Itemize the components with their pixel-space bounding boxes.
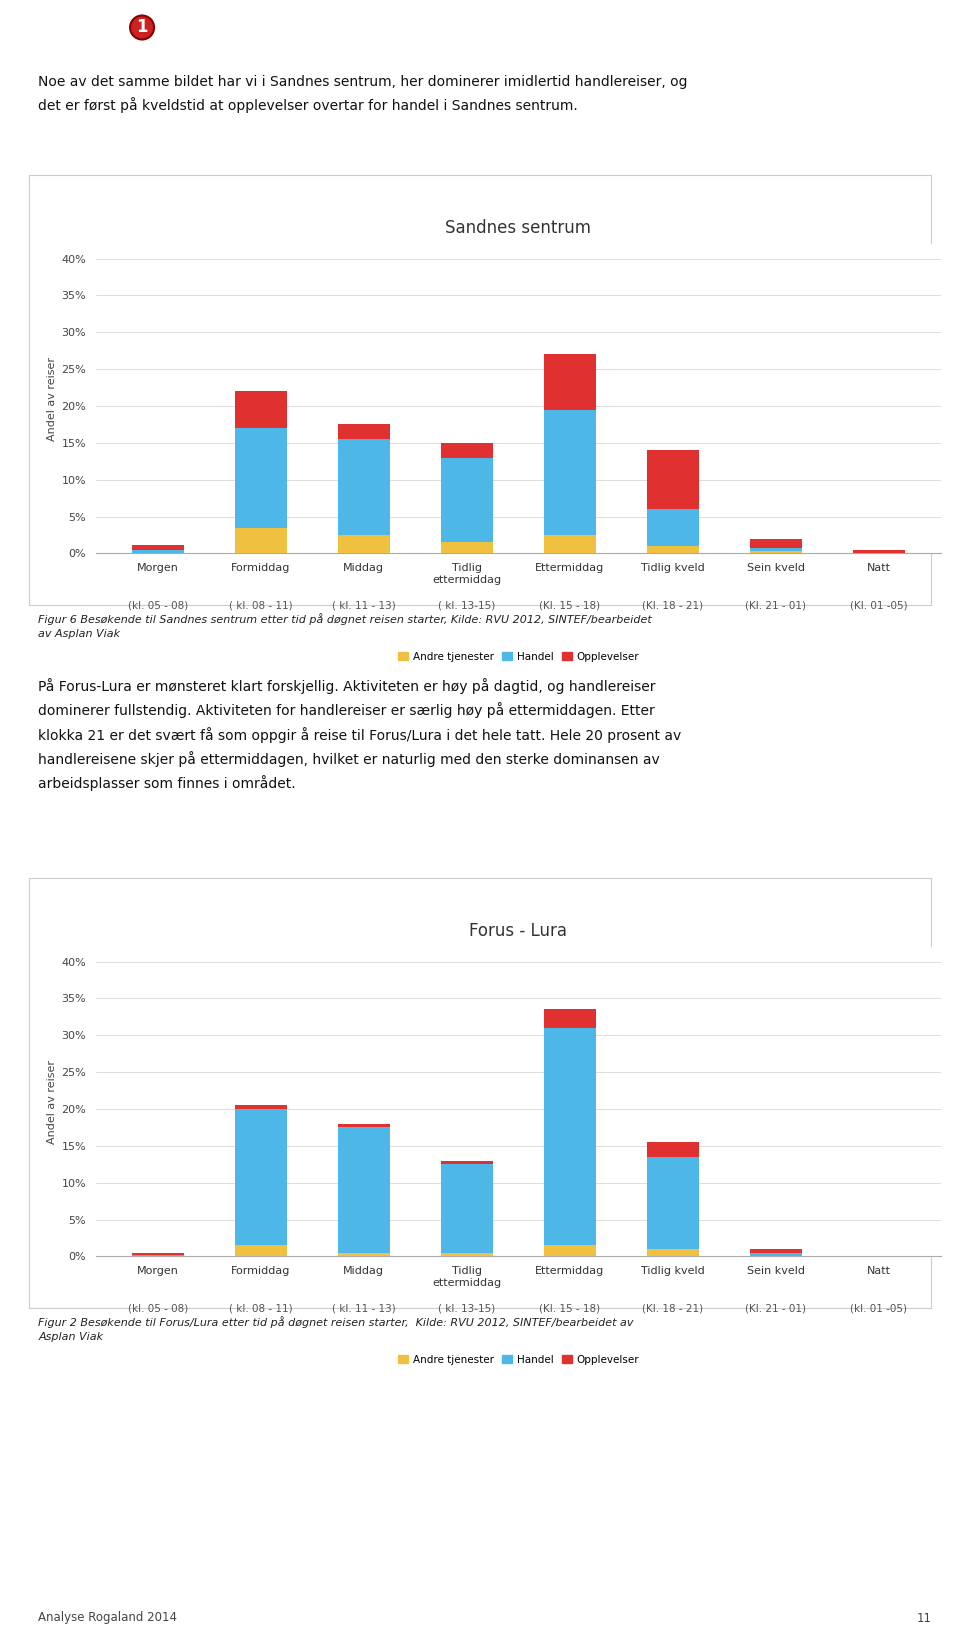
Legend: Andre tjenester, Handel, Opplevelser: Andre tjenester, Handel, Opplevelser [394,647,643,665]
Bar [235,1245,287,1257]
Bar [132,550,183,554]
Bar [338,1252,390,1257]
Bar [544,1009,595,1029]
Bar [235,429,287,527]
Bar [338,1124,390,1127]
Y-axis label: Andel av reiser: Andel av reiser [47,1060,58,1144]
Bar [750,539,802,547]
Bar [442,542,492,554]
Bar [647,509,699,545]
Bar [338,424,390,439]
Text: ( kl. 13-15): ( kl. 13-15) [439,1303,495,1314]
Text: På Forus-Lura er mønsteret klart forskjellig. Aktiviteten er høy på dagtid, og h: På Forus-Lura er mønsteret klart forskje… [38,679,682,792]
Y-axis label: Andel av reiser: Andel av reiser [47,357,58,440]
Text: SpareBank: SpareBank [17,18,136,38]
Bar [132,1252,183,1255]
Bar [235,391,287,429]
Text: ( kl. 11 - 13): ( kl. 11 - 13) [332,1303,396,1314]
Bar [544,1245,595,1257]
Bar [750,547,802,550]
Bar [544,536,595,554]
Text: (kl. 01 -05): (kl. 01 -05) [851,1303,907,1314]
Bar [338,439,390,536]
Title: Sandnes sentrum: Sandnes sentrum [445,219,591,237]
Text: (Kl. 01 -05): (Kl. 01 -05) [851,601,908,611]
Text: Analyse Rogaland 2014: Analyse Rogaland 2014 [38,1612,178,1625]
Bar [544,1029,595,1245]
Bar [442,1160,492,1165]
Text: 2014: 2014 [907,20,949,35]
Text: (Kl. 21 - 01): (Kl. 21 - 01) [746,601,806,611]
Text: (Kl. 18 - 21): (Kl. 18 - 21) [642,1303,704,1314]
Bar [132,545,183,550]
Bar [442,1165,492,1252]
Bar [647,1142,699,1157]
Bar [338,1127,390,1252]
Bar [750,550,802,554]
Text: ( kl. 08 - 11): ( kl. 08 - 11) [229,601,293,611]
Text: 1: 1 [136,18,148,36]
Bar [235,527,287,554]
Text: VAREHANDELSRAPPORTEN: VAREHANDELSRAPPORTEN [595,20,804,35]
Text: (kl. 05 - 08): (kl. 05 - 08) [128,1303,188,1314]
Bar [442,457,492,542]
Title: Forus - Lura: Forus - Lura [469,922,567,940]
Bar [235,1106,287,1109]
Text: Figur 6 Besøkende til Sandnes sentrum etter tid på døgnet reisen starter, Kilde:: Figur 6 Besøkende til Sandnes sentrum et… [38,613,652,639]
Text: (kl. 05 - 08): (kl. 05 - 08) [128,601,188,611]
Bar [442,1252,492,1257]
Bar [750,1252,802,1257]
Bar [750,1249,802,1252]
Text: (Kl. 18 - 21): (Kl. 18 - 21) [642,601,704,611]
Bar [338,536,390,554]
Bar [647,1249,699,1257]
Bar [544,355,595,409]
Text: ( kl. 13-15): ( kl. 13-15) [439,601,495,611]
Bar [647,1157,699,1249]
Bar [235,1109,287,1245]
Text: (Kl. 15 - 18): (Kl. 15 - 18) [540,1303,600,1314]
Bar [544,409,595,536]
Text: SR-Bank: SR-Bank [168,18,259,38]
Text: (Kl. 21 - 01): (Kl. 21 - 01) [746,1303,806,1314]
Text: Noe av det samme bildet har vi i Sandnes sentrum, her dominerer imidlertid handl: Noe av det samme bildet har vi i Sandnes… [38,76,688,113]
Text: ( kl. 08 - 11): ( kl. 08 - 11) [229,1303,293,1314]
Bar [647,545,699,554]
Legend: Andre tjenester, Handel, Opplevelser: Andre tjenester, Handel, Opplevelser [394,1351,643,1369]
Text: Figur 2 Besøkende til Forus/Lura etter tid på døgnet reisen starter,  Kilde: RVU: Figur 2 Besøkende til Forus/Lura etter t… [38,1316,634,1342]
Text: ( kl. 11 - 13): ( kl. 11 - 13) [332,601,396,611]
Bar [853,550,904,552]
Text: 11: 11 [916,1612,931,1625]
Bar [647,450,699,509]
Bar [442,444,492,457]
Text: (Kl. 15 - 18): (Kl. 15 - 18) [540,601,600,611]
